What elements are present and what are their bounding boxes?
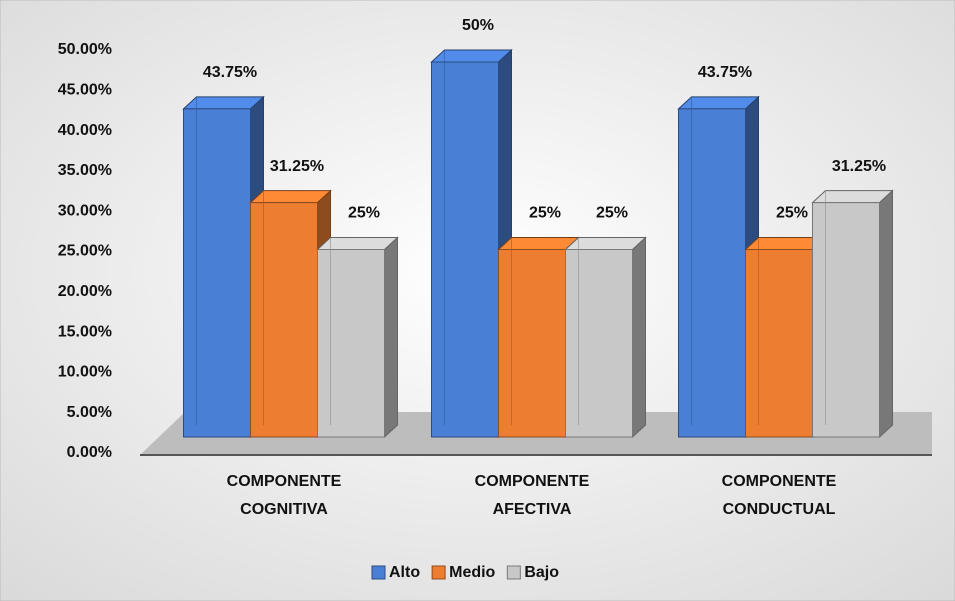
legend-label: Alto [389,564,420,581]
y-tick-label: 0.00% [67,444,112,461]
bar-front [431,61,499,438]
legend-label: Bajo [524,564,559,581]
bar-front [565,249,633,438]
bar [811,189,894,439]
bar-top [430,49,513,63]
y-tick-label: 25.00% [58,243,112,260]
bar-top [316,237,399,250]
bar-front [250,202,318,438]
bar-front [678,108,746,438]
legend-swatch [371,565,386,580]
bar-front [745,249,813,438]
x-tick-label: COMPONENTE CONDUCTUAL [722,473,837,518]
data-label: 43.75% [203,64,257,81]
data-label: 43.75% [698,64,752,81]
y-tick-label: 40.00% [58,122,112,139]
y-tick-label: 5.00% [67,404,112,421]
bar-top [497,237,580,250]
data-label: 25% [529,205,561,222]
data-label: 31.25% [270,158,324,175]
y-tick-label: 10.00% [58,364,112,381]
data-label: 31.25% [832,158,886,175]
bar-top [564,237,647,250]
data-label: 25% [596,205,628,222]
data-label: 25% [348,205,380,222]
y-tick-label: 50.00% [58,41,112,58]
bar-front [317,249,385,438]
bar-front [812,202,880,438]
bar-side [384,236,398,439]
bar-top [677,96,760,110]
x-tick-label: COMPONENTE COGNITIVA [227,473,342,518]
bar [564,236,647,439]
data-label: 25% [776,205,808,222]
x-tick-label: COMPONENTE AFECTIVA [475,473,590,518]
y-tick-label: 30.00% [58,202,112,219]
bar-front [183,108,251,438]
bar-front [498,249,566,438]
bar-side [632,236,646,439]
data-label: 50% [462,17,494,34]
bar-top [811,190,894,204]
legend-label: Medio [449,564,495,581]
bar-top [182,96,265,110]
legend-swatch [431,565,446,580]
y-tick-label: 15.00% [58,323,112,340]
bar-side [879,189,893,439]
legend-swatch [506,565,521,580]
y-tick-label: 45.00% [58,82,112,99]
bar [182,95,265,439]
y-tick-label: 20.00% [58,283,112,300]
bar-top [249,190,332,204]
bar [316,236,399,439]
y-tick-label: 35.00% [58,162,112,179]
